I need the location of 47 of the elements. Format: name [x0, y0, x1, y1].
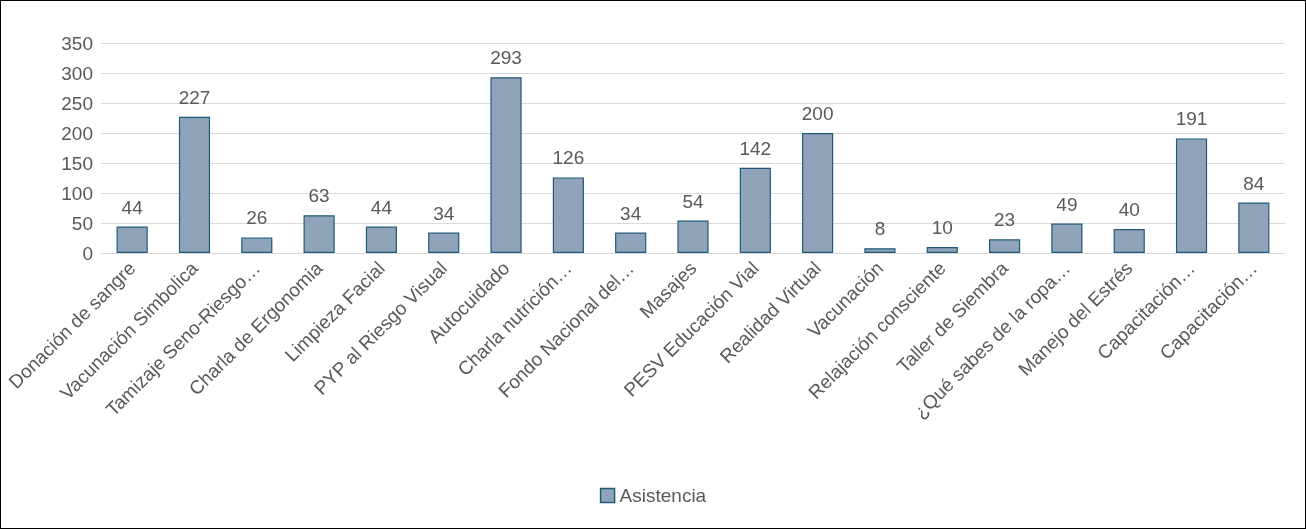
bar [490, 77, 522, 253]
bar [303, 215, 335, 253]
bar [241, 237, 273, 253]
y-tick-label: 300 [61, 62, 93, 84]
data-label: 40 [1118, 199, 1140, 220]
y-tick-label: 0 [82, 242, 93, 264]
data-label: 227 [178, 86, 211, 108]
data-label: 126 [552, 147, 585, 169]
data-label: 54 [682, 190, 704, 212]
bar [365, 226, 397, 253]
data-label: 23 [994, 209, 1016, 231]
y-tick-label: 100 [61, 182, 93, 204]
bar [552, 177, 584, 253]
y-tick-label: 50 [71, 212, 93, 234]
data-label: 34 [620, 202, 642, 224]
data-label: 84 [1243, 172, 1265, 194]
bar [864, 248, 896, 253]
bar [739, 167, 771, 253]
y-tick-label: 350 [61, 32, 93, 54]
data-label: 44 [370, 196, 393, 218]
legend-label: Asistencia [619, 485, 707, 506]
bar [926, 247, 958, 253]
y-tick-label: 200 [61, 122, 93, 144]
bar [1051, 223, 1083, 253]
bar [802, 133, 834, 253]
data-label: 191 [1175, 108, 1208, 130]
data-label: 44 [121, 196, 144, 218]
bar [428, 232, 460, 253]
bar [1175, 138, 1208, 253]
bar [178, 116, 211, 253]
data-label: 49 [1056, 193, 1078, 215]
bar [1113, 229, 1145, 253]
data-label: 293 [490, 47, 522, 69]
data-label: 26 [246, 207, 268, 229]
bar [677, 220, 709, 253]
y-tick-label: 250 [61, 92, 93, 114]
data-label: 34 [433, 202, 455, 224]
data-label: 8 [874, 218, 886, 240]
bar [1238, 202, 1270, 253]
data-label: 63 [308, 185, 330, 207]
bar [989, 239, 1021, 253]
bar [116, 226, 148, 253]
bar [615, 232, 647, 253]
data-label: 10 [931, 217, 953, 238]
data-label: 200 [801, 103, 834, 124]
data-label: 142 [739, 137, 772, 159]
y-tick-label: 150 [61, 152, 93, 174]
